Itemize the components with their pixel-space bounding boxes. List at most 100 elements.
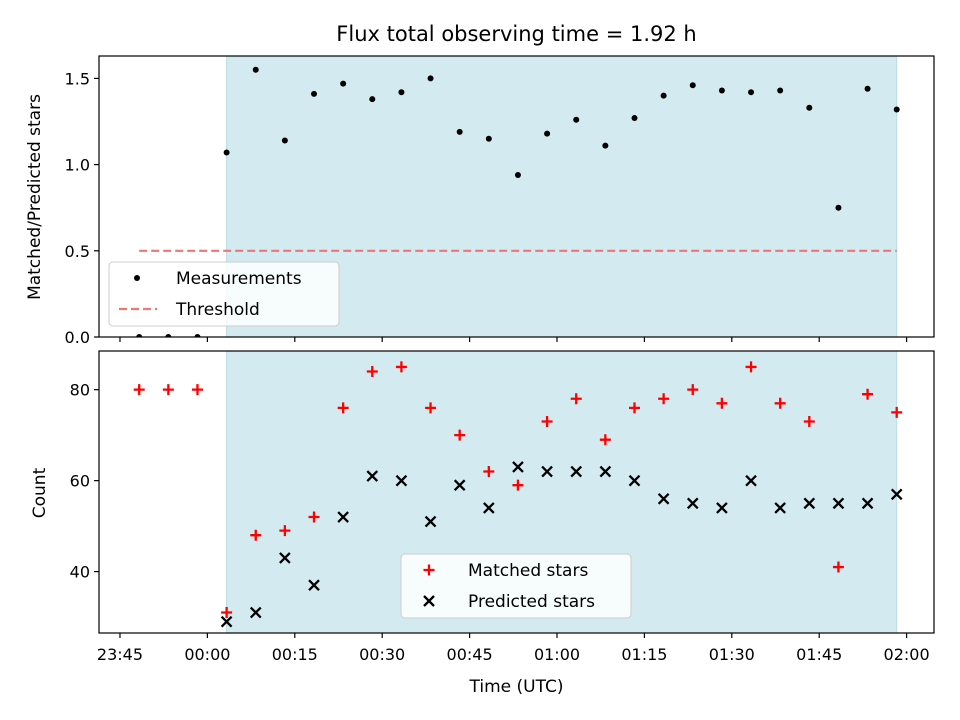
- x-axis-label: Time (UTC): [469, 677, 564, 697]
- bottom-axes-frame: [98, 350, 935, 634]
- top-series-0-point: [893, 106, 900, 113]
- top-series-0-point: [631, 115, 638, 122]
- legend-label: Measurements: [176, 269, 302, 289]
- top-series-0-point: [718, 87, 725, 94]
- bottom-series-1-point: [832, 497, 845, 510]
- legend-swatch: [134, 275, 140, 281]
- bottom-series-0-point: [483, 466, 495, 478]
- bottom-series-1-point: [279, 552, 291, 564]
- bottom-series-0-point: [191, 384, 203, 396]
- top-series-0-point: [398, 89, 405, 96]
- bottom-series-0-point: [658, 393, 670, 405]
- bottom-y-axis-label: Count: [30, 467, 50, 518]
- bottom-series-0-point: [425, 402, 437, 414]
- bottom-series-0-point: [250, 529, 262, 541]
- bottom-series-0-point: [570, 393, 582, 405]
- bottom-legend-box: [400, 553, 632, 619]
- bottom-series-0-point: [716, 397, 728, 409]
- bottom-y-tick-label: 40: [70, 563, 90, 582]
- top-series-0-point: [281, 137, 288, 144]
- x-tick-label: 23:45: [97, 645, 143, 664]
- bottom-series-0-point: [454, 429, 466, 441]
- bottom-series-0-point: [221, 607, 233, 619]
- bottom-legend: Matched stars Predicted stars: [400, 553, 632, 619]
- bottom-series-0-point: [832, 561, 844, 573]
- top-legend-box: [108, 261, 340, 327]
- bottom-series-1-point: [861, 497, 874, 510]
- x-tick-label: 01:45: [796, 645, 842, 664]
- legend-label: Threshold: [175, 300, 260, 320]
- x-tick-label: 00:30: [359, 645, 405, 664]
- top-series-0-point: [165, 334, 172, 337]
- bottom-series-0-point: [774, 397, 786, 409]
- bottom-series-0-point: [803, 416, 815, 427]
- top-series-0-point: [748, 89, 755, 96]
- top-series-0-point: [311, 90, 318, 97]
- x-tick-label: 01:30: [709, 645, 755, 664]
- top-series-0-point: [340, 80, 347, 87]
- top-legend: Measurements Threshold: [108, 261, 340, 327]
- top-y-tick-label: 0.5: [65, 242, 90, 261]
- bottom-series-1-point: [686, 497, 699, 510]
- bottom-series-1-point: [890, 488, 903, 501]
- top-series-0-point: [689, 82, 696, 89]
- top-series-0-point: [544, 130, 551, 137]
- top-series-0-point: [864, 85, 871, 92]
- bottom-series-0-point: [308, 511, 320, 523]
- top-series-0-point: [777, 87, 784, 94]
- bottom-series-1-point: [716, 502, 728, 514]
- bottom-series-0-point: [133, 384, 145, 396]
- top-series-0-point: [485, 135, 492, 142]
- top-series-0-point: [456, 128, 463, 135]
- bottom-series-0-point: [862, 388, 874, 400]
- top-series-0-point: [806, 104, 813, 111]
- x-tick-label: 00:00: [184, 645, 230, 664]
- x-tick-label: 00:45: [447, 645, 493, 664]
- bottom-y-tick-label: 80: [70, 381, 90, 400]
- bottom-y-tick-label: 60: [70, 472, 90, 491]
- top-series-0-point: [573, 116, 580, 123]
- bottom-series-0-point: [395, 361, 407, 373]
- top-series-0-point: [514, 171, 521, 178]
- bottom-series-0-point: [337, 402, 349, 414]
- top-series-0-point: [194, 334, 201, 337]
- legend-swatch: [423, 595, 435, 607]
- bottom-series-1-point: [745, 474, 757, 487]
- bottom-series-1-point: [453, 479, 466, 491]
- bottom-series-1-point: [541, 465, 553, 478]
- bottom-series-1-point: [512, 461, 524, 473]
- top-y-tick-label: 0.0: [65, 328, 90, 347]
- bottom-series-1-point: [628, 474, 641, 487]
- top-axes-frame: [98, 55, 935, 338]
- x-tick-label: 02:00: [884, 645, 930, 664]
- bottom-series-0-point: [628, 402, 640, 414]
- top-y-tick-label: 1.5: [65, 69, 90, 88]
- bottom-series-1-point: [657, 493, 670, 505]
- top-series-0-point: [660, 92, 667, 99]
- top-series-0-point: [369, 96, 376, 103]
- x-tick-label: 01:15: [621, 645, 667, 664]
- bottom-series-1-point: [570, 465, 583, 478]
- bottom-series-1-point: [220, 615, 233, 628]
- bottom-series-0-point: [891, 406, 903, 418]
- top-series-0-point: [602, 142, 609, 149]
- top-series-0-point: [252, 66, 259, 73]
- bottom-series-1-point: [424, 515, 437, 528]
- bottom-series-1-point: [483, 502, 495, 514]
- legend-swatch: [423, 564, 435, 576]
- bottom-series-0-point: [687, 384, 699, 396]
- bottom-series-0-point: [162, 384, 174, 396]
- bottom-series-1-point: [366, 470, 379, 482]
- bottom-series-1-point: [774, 502, 786, 514]
- top-series-0-point: [223, 149, 230, 156]
- bottom-series-0-point: [512, 479, 524, 491]
- bottom-series-1-point: [337, 511, 349, 523]
- top-y-tick-label: 1.0: [65, 156, 90, 175]
- x-tick-label: 00:15: [272, 645, 318, 664]
- chart-title: Flux total observing time = 1.92 h: [336, 22, 696, 46]
- bottom-series-0-point: [366, 365, 378, 377]
- bottom-series-0-point: [599, 434, 611, 446]
- bottom-series-1-point: [803, 497, 816, 510]
- legend-label: Predicted stars: [468, 592, 595, 612]
